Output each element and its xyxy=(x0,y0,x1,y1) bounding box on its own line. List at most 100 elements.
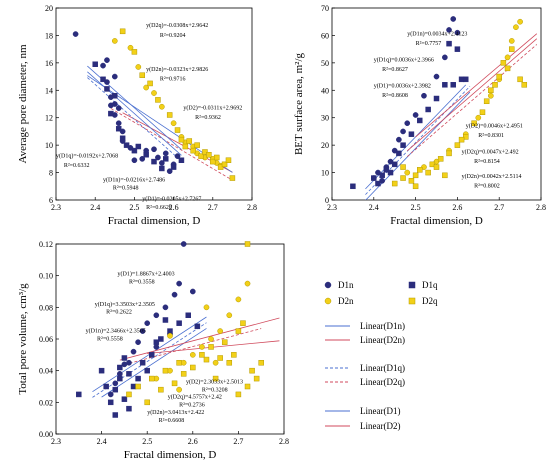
data-point xyxy=(92,61,98,67)
y-tick-label: 40 xyxy=(321,86,329,95)
data-point xyxy=(116,370,123,377)
legend-label: D2n xyxy=(338,296,354,306)
series-D1n xyxy=(107,241,196,398)
data-point xyxy=(151,146,157,153)
data-point xyxy=(190,147,196,154)
data-point xyxy=(258,360,264,366)
legend-label: D1q xyxy=(422,280,438,290)
chart-panel-bottom-left: 2.3 2.4 2.5 2.6 2.7 2.8 0.00 0.02 0.04 0.06 0.08 0.… xyxy=(17,240,289,461)
data-point xyxy=(158,386,164,393)
data-point xyxy=(112,380,119,387)
data-point xyxy=(375,180,381,187)
data-point xyxy=(115,125,122,132)
data-point xyxy=(396,136,402,143)
data-point xyxy=(158,103,165,110)
regression-annotation: R²=0.8301 xyxy=(478,133,504,139)
data-point xyxy=(166,168,173,175)
data-point xyxy=(244,241,251,247)
data-point xyxy=(508,46,515,52)
data-point xyxy=(127,44,134,51)
data-point xyxy=(412,172,419,179)
fit-line-dashed xyxy=(110,108,233,181)
data-point xyxy=(442,172,448,179)
regression-annotation: R²=0.8608 xyxy=(382,93,408,99)
fit-line-solid xyxy=(119,317,280,361)
data-point xyxy=(249,367,255,374)
data-point xyxy=(454,46,461,52)
data-point xyxy=(226,360,233,366)
data-point xyxy=(126,391,132,398)
data-point xyxy=(162,367,169,374)
data-point xyxy=(158,336,164,342)
data-point xyxy=(107,391,114,398)
data-point xyxy=(400,175,406,181)
regression-annotation: R²=0.5948 xyxy=(113,186,139,192)
data-point xyxy=(488,87,494,94)
data-point xyxy=(162,317,169,323)
data-point xyxy=(104,57,110,63)
data-point xyxy=(153,312,160,319)
data-point xyxy=(446,150,452,157)
data-point xyxy=(112,412,119,418)
y-tick-label: 10 xyxy=(321,169,329,178)
data-point xyxy=(425,106,431,113)
regression-annotation: y(D2n)=0.0042x+2.5114 xyxy=(462,173,522,180)
y-axis-title: Average pore diameter, nm xyxy=(17,44,29,164)
series-D1q xyxy=(76,312,201,418)
x-tick-label: 2.6 xyxy=(169,203,179,212)
data-point xyxy=(119,135,126,142)
fit-line-solid xyxy=(101,328,207,398)
regression-annotation: R²=0.7757 xyxy=(416,41,442,47)
data-point xyxy=(180,371,187,377)
data-point xyxy=(446,27,452,33)
data-point xyxy=(471,120,477,126)
y-axis-title: BET surface area, m²/g xyxy=(293,52,305,155)
x-tick-label: 2.4 xyxy=(90,203,100,212)
regression-annotation: y(D2q)=0.0047x+2.492 xyxy=(462,148,519,155)
data-point xyxy=(143,84,150,91)
regression-annotation: y(D1)=-0.0205x+2.7267 xyxy=(142,196,201,203)
data-point xyxy=(417,117,423,124)
y-tick-label: 70 xyxy=(321,4,329,13)
x-tick-label: 2.3 xyxy=(51,437,61,446)
data-point xyxy=(117,375,123,382)
data-point xyxy=(126,359,132,366)
y-tick-label: 60 xyxy=(321,31,329,40)
regression-annotation: y(D1q)=3.3503x+2.3505 xyxy=(95,301,155,308)
y-tick-label: 20 xyxy=(321,141,329,150)
data-point xyxy=(479,109,486,115)
data-point xyxy=(433,95,440,102)
data-point xyxy=(121,396,128,402)
x-tick-label: 2.6 xyxy=(452,203,462,212)
data-point xyxy=(433,164,440,170)
regression-annotation: R²=0.5558 xyxy=(97,337,123,343)
y-tick-label: 6 xyxy=(49,196,53,205)
data-point xyxy=(235,296,242,303)
data-point xyxy=(115,120,122,127)
fit-line-solid xyxy=(87,71,182,156)
data-point xyxy=(240,320,246,326)
data-point xyxy=(496,73,502,80)
data-point xyxy=(131,147,138,154)
data-point xyxy=(463,76,469,83)
regression-annotation: y(D1n)=2.3466x+2.3505 xyxy=(86,328,146,335)
data-point xyxy=(158,160,165,166)
legend-marker-D1n xyxy=(324,281,332,289)
legend-marker-D2n xyxy=(324,297,332,305)
y-tick-label: 14 xyxy=(45,86,53,95)
legend-label: Linear(D2) xyxy=(360,421,400,431)
data-point xyxy=(387,169,394,176)
legend-label: Linear(D1q) xyxy=(360,363,405,373)
data-point xyxy=(153,344,160,350)
data-point xyxy=(391,161,398,168)
data-point xyxy=(180,241,187,247)
data-point xyxy=(400,164,406,170)
data-point xyxy=(167,332,173,339)
legend-marker-D2q xyxy=(408,297,416,305)
y-tick-label: 30 xyxy=(321,114,329,123)
data-point xyxy=(121,355,128,361)
data-point xyxy=(123,142,130,148)
data-point xyxy=(151,90,157,96)
regression-annotation: y(D1q)=0.0036x+2.3966 xyxy=(374,56,434,63)
